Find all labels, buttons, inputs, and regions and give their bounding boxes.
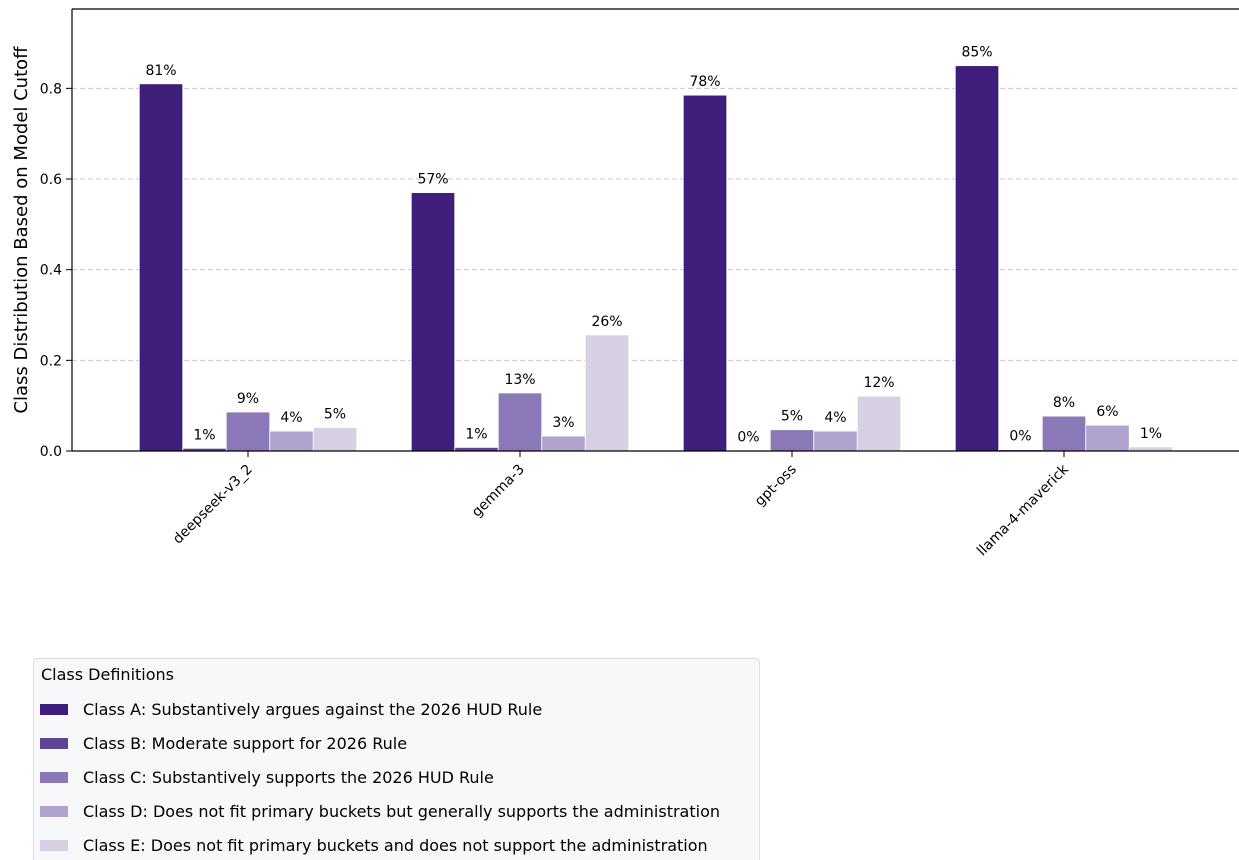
legend-title: Class Definitions [41, 665, 174, 684]
bar-value-label: 57% [417, 172, 448, 188]
legend-label: Class E: Does not fit primary buckets an… [83, 836, 708, 855]
bar-value-label: 5% [324, 406, 346, 422]
y-axis-label: Class Distribution Based on Model Cutoff [11, 46, 32, 414]
bar-value-label: 9% [237, 391, 259, 407]
x-tick-label: deepseek-v3_2 [170, 462, 256, 548]
bar [541, 435, 586, 452]
bar [410, 192, 456, 452]
x-tick-label: gemma-3 [469, 462, 528, 521]
bar [813, 430, 858, 452]
bar-value-label: 4% [824, 410, 846, 426]
bar-value-label: 8% [1053, 395, 1075, 411]
y-tick-label: 0.6 [40, 172, 62, 188]
y-tick-label: 0.0 [40, 444, 62, 460]
bar [225, 411, 271, 452]
bar-value-label: 78% [689, 74, 720, 90]
bar [269, 430, 314, 452]
legend-swatch [40, 738, 68, 749]
legend-swatch [40, 840, 68, 851]
x-tick-label: gpt-oss [752, 462, 800, 510]
bar [138, 83, 184, 452]
bar [1128, 446, 1174, 452]
x-tick-label: llama-4-maverick [974, 461, 1072, 559]
bar-value-label: 0% [1009, 429, 1031, 445]
bar-value-label: 12% [863, 375, 894, 391]
legend-swatch [40, 772, 68, 783]
bar-value-label: 1% [1140, 426, 1162, 442]
bars [138, 65, 1174, 452]
bar [1041, 415, 1087, 452]
legend-label: Class D: Does not fit primary buckets bu… [83, 802, 720, 821]
legend: Class Definitions Class A: Substantively… [33, 658, 760, 860]
bar-value-label: 13% [504, 372, 535, 388]
bar-value-label: 85% [961, 45, 992, 61]
bar-value-label: 1% [193, 427, 215, 443]
bar [856, 395, 902, 452]
bar-value-labels: 81% 57% 78% 85% 1% 1% 0% 0% 9% 13% 5% 8% 4% 3% 4% 6% 5% 2… [145, 45, 1162, 446]
bar-value-label: 5% [781, 409, 803, 425]
y-tick-label: 0.4 [40, 263, 62, 279]
bar [584, 334, 630, 452]
y-tick-label: 0.8 [40, 81, 62, 97]
bar [312, 427, 358, 452]
legend-swatch [40, 704, 68, 715]
bar-value-label: 1% [465, 426, 487, 442]
bar [954, 65, 1000, 452]
legend-label: Class B: Moderate support for 2026 Rule [83, 734, 408, 753]
bar-chart: 81% 57% 78% 85% 1% 1% 0% 0% 9% 13% 5% 8% 4% 3% 4% 6% 5% 2… [11, 8, 1239, 559]
axes: 0.0 0.2 0.4 0.6 0.8 deepseek-v3_2 gemma-3 gpt-o… [40, 8, 1239, 559]
gridlines [72, 87, 1239, 361]
bar [1085, 424, 1130, 452]
legend-label: Class C: Substantively supports the 2026… [83, 768, 494, 787]
bar-value-label: 81% [145, 63, 176, 79]
bar [682, 94, 728, 452]
bar [497, 392, 543, 452]
bar [769, 429, 815, 452]
y-tick-label: 0.2 [40, 353, 62, 369]
legend-swatch [40, 806, 68, 817]
bar-value-label: 4% [280, 410, 302, 426]
bar-value-label: 26% [591, 314, 622, 330]
legend-label: Class A: Substantively argues against th… [83, 700, 543, 719]
bar-value-label: 6% [1096, 404, 1118, 420]
bar-value-label: 0% [737, 430, 759, 446]
bar-value-label: 3% [552, 415, 574, 431]
